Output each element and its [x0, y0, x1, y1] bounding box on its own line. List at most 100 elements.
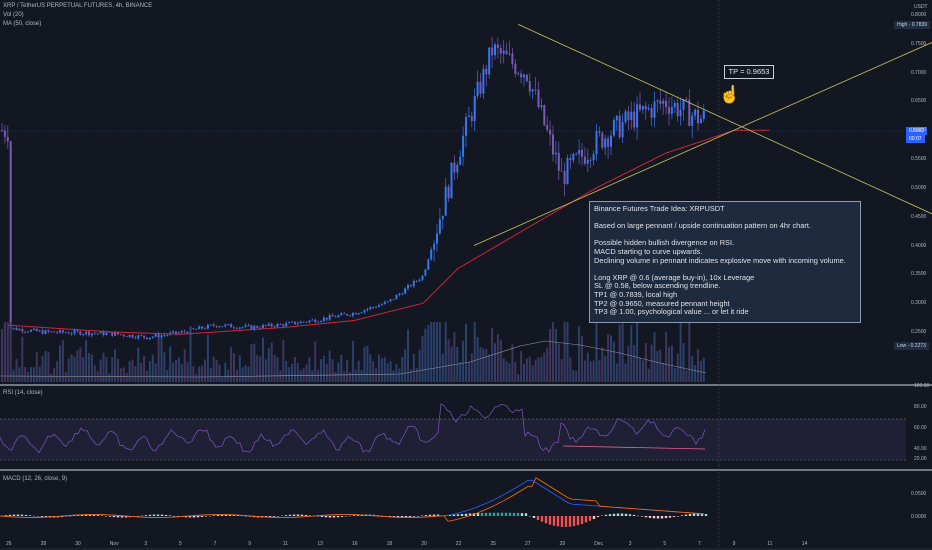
candle-body [627, 111, 630, 121]
volume-bar [291, 363, 293, 382]
macd-histogram-bar [620, 513, 624, 516]
macd-histogram-bar [488, 512, 492, 516]
macd-legend: MACD (12, 26, close, 9) [3, 476, 68, 482]
candle-body [15, 327, 18, 331]
macd-histogram-bar [612, 513, 616, 516]
candle-body [67, 332, 70, 334]
volume-bar [218, 364, 221, 382]
volume-bar [650, 344, 653, 382]
volume-bar [122, 367, 125, 382]
time-tick: 27 [525, 541, 531, 547]
time-tick: 14 [801, 541, 808, 547]
macd-histogram-bar [272, 516, 276, 517]
candle-body [592, 154, 595, 161]
candle-body [183, 331, 186, 333]
volume-bar [163, 352, 166, 382]
currency-label: USDT [914, 4, 928, 10]
candle-body [128, 334, 131, 337]
candle-body [79, 331, 82, 335]
candle-body [154, 334, 157, 337]
volume-bar [288, 367, 291, 382]
volume-bar [340, 354, 343, 382]
volume-bar [24, 367, 27, 382]
macd-histogram-bar [8, 514, 12, 516]
volume-bar [427, 324, 430, 382]
volume-bar [557, 343, 560, 382]
candle-body [491, 47, 494, 56]
trade-idea-note[interactable]: Binance Futures Trade Idea: XRPUSDT Base… [589, 201, 861, 323]
time-tick: 18 [386, 541, 393, 547]
volume-bar [90, 354, 93, 382]
macd-histogram-bar [628, 514, 632, 516]
candle-body [485, 68, 488, 75]
candle-body [204, 328, 206, 330]
price-tick: 0.3500 [911, 271, 927, 278]
time-tick: 5 [663, 541, 667, 547]
rsi-tick: 100.00 [914, 383, 930, 389]
macd-histogram-bar [532, 516, 536, 518]
volume-bar [514, 361, 517, 382]
volume-bar [673, 368, 676, 382]
macd-histogram-bar [460, 514, 464, 516]
volume-bar [227, 369, 230, 382]
candle-body [322, 317, 325, 321]
candle-body [656, 100, 659, 102]
candle-body [146, 337, 148, 340]
candle-body [612, 120, 615, 136]
macd-histogram-bar [340, 516, 344, 517]
macd-histogram-bar [304, 514, 308, 516]
macd-histogram-bar [556, 516, 560, 527]
volume-bar [143, 356, 146, 382]
time-tick: 3 [144, 541, 148, 547]
time-tick: 25 [490, 541, 496, 547]
macd-histogram-bar [548, 516, 552, 525]
macd-histogram-bar [268, 516, 272, 518]
volume-bar [67, 358, 70, 382]
candle-body [76, 330, 79, 332]
candle-body [636, 104, 639, 128]
price-tick: 0.2500 [911, 329, 927, 335]
candle-body [105, 332, 108, 336]
candle-body [407, 285, 409, 289]
candle-body [209, 324, 212, 326]
macd-histogram-bar [40, 516, 44, 517]
volume-bar [128, 361, 131, 382]
candle-body [465, 117, 467, 136]
volume-bar [160, 337, 163, 382]
tp-annotation[interactable]: TP = 0.9653 [724, 65, 774, 79]
macd-histogram-bar [224, 514, 228, 516]
candle-body [682, 99, 685, 110]
volume-bar [15, 358, 18, 382]
candle-body [302, 321, 305, 323]
candle-body [557, 152, 560, 171]
candle-body [694, 109, 697, 116]
candle-body [610, 135, 612, 147]
volume-bar [111, 356, 114, 382]
volume-bar [438, 322, 441, 382]
volume-bar [372, 361, 375, 382]
macd-histogram-bar [220, 514, 224, 516]
candle-body [267, 323, 270, 326]
idea-line: Declining volume in pennant indicates ex… [594, 255, 846, 265]
volume-bar [665, 331, 668, 382]
candle-body [35, 328, 38, 332]
macd-histogram-bar [492, 512, 496, 516]
candle-body [314, 319, 317, 323]
candle-body [259, 327, 262, 329]
volume-bar [282, 339, 285, 382]
macd-histogram-bar [608, 514, 612, 516]
candle-body [117, 332, 119, 335]
candle-body [230, 324, 233, 328]
candle-body [293, 321, 296, 325]
volume-bar [201, 365, 204, 382]
volume-bar [537, 357, 540, 382]
macd-histogram-bar [296, 514, 300, 516]
candle-body [250, 325, 253, 330]
macd-histogram-bar [592, 516, 596, 519]
volume-bar [317, 369, 320, 382]
volume-bar [572, 370, 575, 382]
candle-body [90, 333, 93, 336]
macd-histogram-bar [196, 516, 200, 518]
